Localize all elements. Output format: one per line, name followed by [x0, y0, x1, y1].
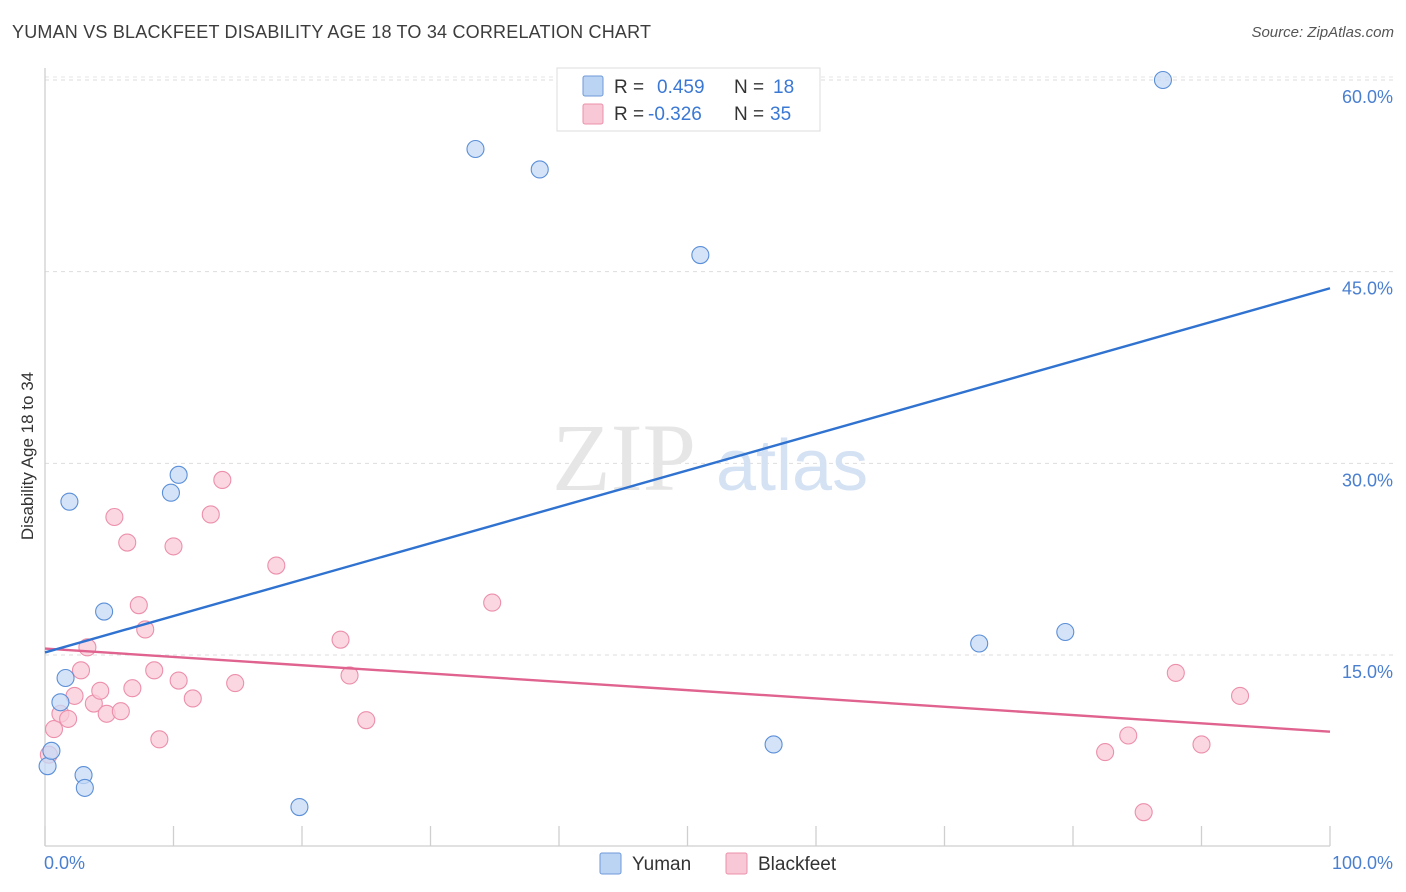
- chart-title: YUMAN VS BLACKFEET DISABILITY AGE 18 TO …: [12, 22, 652, 42]
- blackfeet-point-30: [1119, 726, 1138, 745]
- yuman-point-13: [691, 246, 710, 265]
- blackfeet-point-24: [267, 556, 286, 575]
- correlation-legend: R = 0.459 N = 18 R = -0.326 N = 35: [556, 67, 821, 132]
- yuman-point-6: [75, 778, 94, 797]
- gridlines: [45, 76, 1393, 656]
- blackfeet-point-33: [1192, 735, 1211, 754]
- legend-swatch-yuman: [582, 75, 604, 97]
- blackfeet-point-11: [111, 702, 130, 721]
- x-tick-label-min: 0.0%: [44, 853, 85, 873]
- watermark: ZIP atlas: [552, 404, 868, 511]
- blackfeet-point-17: [150, 730, 169, 749]
- yuman-point-0: [38, 757, 57, 776]
- yuman-point-14: [764, 735, 783, 754]
- blackfeet-point-26: [340, 666, 359, 685]
- blackfeet-point-19: [169, 671, 188, 690]
- blackfeet-point-23: [226, 674, 245, 693]
- legend-n-value-blackfeet: 35: [770, 104, 791, 125]
- bottom-legend-label-blackfeet: Blackfeet: [758, 854, 837, 875]
- blackfeet-point-34: [1231, 686, 1250, 705]
- watermark-atlas: atlas: [716, 426, 868, 506]
- yuman-point-16: [1056, 622, 1075, 642]
- yuman-point-3: [56, 668, 75, 688]
- blackfeet-point-10: [105, 507, 124, 527]
- legend-swatch-blackfeet: [582, 103, 604, 125]
- x-tick-label-max: 100.0%: [1332, 853, 1393, 873]
- yuman-point-1: [42, 741, 61, 760]
- blackfeet-point-12: [118, 533, 137, 552]
- blackfeet-point-32: [1166, 663, 1185, 682]
- blackfeet-point-13: [123, 679, 142, 698]
- yuman-points: [38, 70, 1172, 817]
- yuman-point-10: [290, 798, 309, 817]
- blackfeet-points: [39, 470, 1250, 822]
- blackfeet-point-5: [71, 661, 91, 680]
- y-axis-label: Disability Age 18 to 34: [18, 372, 37, 540]
- blackfeet-point-21: [201, 505, 220, 524]
- bottom-legend-swatch-blackfeet: [725, 852, 748, 875]
- blackfeet-point-28: [483, 593, 502, 612]
- blackfeet-point-18: [164, 537, 183, 556]
- blackfeet-point-3: [59, 709, 78, 728]
- blackfeet-point-16: [145, 661, 164, 680]
- blackfeet-point-20: [183, 689, 202, 708]
- bottom-legend-label-yuman: Yuman: [632, 854, 691, 875]
- yuman-point-8: [161, 483, 180, 502]
- blackfeet-point-22: [213, 470, 232, 489]
- series-legend: Yuman Blackfeet: [599, 852, 837, 875]
- yuman-point-11: [466, 139, 485, 159]
- x-axis-ticks: [44, 826, 1331, 846]
- blackfeet-point-31: [1134, 803, 1153, 822]
- blackfeet-point-1: [44, 720, 64, 739]
- blackfeet-point-14: [129, 596, 148, 615]
- blackfeet-point-8: [91, 681, 110, 700]
- legend-n-value-yuman: 18: [773, 77, 794, 98]
- yuman-point-15: [970, 634, 989, 653]
- y-tick-label-45: 45.0%: [1342, 279, 1393, 299]
- y-tick-label-30: 30.0%: [1342, 470, 1393, 490]
- blackfeet-point-27: [357, 711, 376, 730]
- y-tick-label-60: 60.0%: [1342, 87, 1393, 107]
- yuman-point-7: [95, 602, 114, 621]
- blackfeet-point-25: [331, 630, 350, 649]
- yuman-point-12: [530, 160, 549, 179]
- legend-n-label-yuman: N =: [734, 77, 764, 98]
- trend-lines: [44, 287, 1331, 733]
- legend-r-label-yuman: R =: [614, 77, 644, 98]
- blackfeet-point-29: [1096, 743, 1115, 762]
- yuman-point-9: [169, 465, 188, 484]
- yuman-point-17: [1153, 70, 1172, 90]
- legend-r-label-blackfeet: R =: [614, 104, 644, 125]
- yuman-point-4: [60, 492, 79, 511]
- yuman-point-2: [51, 693, 70, 712]
- y-tick-labels: 15.0% 30.0% 45.0% 60.0%: [1342, 87, 1393, 682]
- watermark-zip: ZIP: [552, 404, 696, 511]
- y-tick-label-15: 15.0%: [1342, 662, 1393, 682]
- bottom-legend-swatch-yuman: [599, 852, 622, 875]
- legend-r-value-blackfeet: -0.326: [648, 104, 702, 125]
- legend-r-value-yuman: 0.459: [657, 77, 705, 98]
- source-label: Source: ZipAtlas.com: [1251, 24, 1394, 41]
- yuman-trend-line: [44, 287, 1331, 654]
- blackfeet-trend-line: [44, 647, 1331, 733]
- legend-n-label-blackfeet: N =: [734, 104, 764, 125]
